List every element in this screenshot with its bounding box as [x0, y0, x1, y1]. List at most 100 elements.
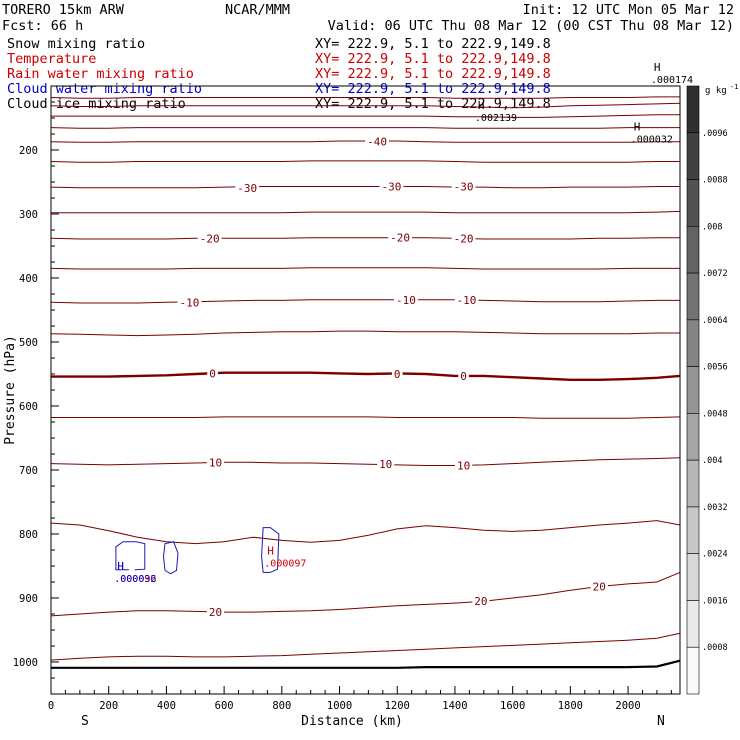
- field-xy-cloud-ice: XY= 222.9, 5.1 to 222.9,149.8: [315, 96, 551, 112]
- field-name-cloud-ice: Cloud ice mixing ratio: [7, 96, 186, 112]
- field-xy-snow: XY= 222.9, 5.1 to 222.9,149.8: [315, 36, 551, 52]
- cloud-water-contour-0: [115, 541, 146, 571]
- y-tick-label-6: 800: [19, 529, 38, 541]
- colorbar-swatch-4: [686, 272, 700, 321]
- colorbar-swatch-6: [686, 366, 700, 414]
- max-markers: H.000174H.002139H.000032H.000092H.000097…: [114, 61, 693, 585]
- contour-label-bg-13: [206, 456, 225, 469]
- contour-label-bg-0: [365, 135, 389, 148]
- max-marker-letter-2: H: [634, 120, 641, 133]
- contour-label-bg-18: [590, 580, 608, 593]
- y-tick-label-1: 300: [19, 209, 38, 221]
- x-tick-label-4: 800: [272, 700, 291, 712]
- colorbar-swatch-3: [686, 226, 700, 274]
- contour-label-bg-17: [472, 595, 490, 608]
- x-tick-label-8: 1600: [500, 700, 525, 712]
- colorbar-swatch-0: [686, 85, 700, 134]
- model-name: TORERO 15km ARW: [2, 2, 125, 18]
- x-tick-label-2: 400: [157, 700, 176, 712]
- max-marker-value-2: .000032: [631, 134, 673, 145]
- contour-label-4: -20: [200, 232, 220, 245]
- contour-label-bg-9: [454, 293, 479, 306]
- contour-label-14: 10: [379, 458, 392, 471]
- y-tick-label-8: 1000: [13, 657, 38, 669]
- colorbar-tick-label-1: .0088: [702, 176, 728, 186]
- contour-label-3: -30: [454, 180, 474, 193]
- y-tick-label-4: 600: [19, 401, 38, 413]
- x-axis-south-label: S: [81, 714, 89, 729]
- isotherm-line-16: [50, 571, 681, 617]
- colorbar-swatch-12: [686, 646, 700, 695]
- contour-label-bg-14: [377, 458, 395, 471]
- max-marker-value-1: .002139: [475, 113, 517, 124]
- contour-label-16: 20: [209, 606, 222, 619]
- max-marker-value-5: .000036: [114, 574, 156, 585]
- axes: 0 200 400 600 800 1000 1200 1400 1600 1800 2000200…: [13, 101, 672, 712]
- colorbar-swatch-1: [686, 132, 700, 180]
- field-xy-cloud-water: XY= 222.9, 5.1 to 222.9,149.8: [315, 81, 551, 97]
- contour-label-bg-12: [458, 369, 469, 382]
- contour-label-bg-1: [235, 181, 260, 194]
- isotherm-line-12: [51, 371, 681, 381]
- contour-label-bg-7: [177, 296, 202, 309]
- contour-label-18: 20: [593, 580, 606, 593]
- colorbar-swatch-9: [686, 506, 700, 554]
- max-marker-letter-3: H: [117, 560, 124, 573]
- max-marker-letter-4: H: [267, 545, 274, 558]
- colorbar-unit: g kg: [705, 86, 727, 96]
- cloud-water-contour-1: [162, 541, 179, 575]
- x-axis-title: Distance (km): [301, 714, 403, 729]
- colorbar-tick-label-5: .0056: [702, 363, 728, 373]
- plot-frame: [50, 85, 681, 695]
- y-axis-title: Pressure (hPa): [3, 335, 18, 445]
- valid-time: Valid: 06 UTC Thu 08 Mar 12 (00 CST Thu …: [328, 18, 734, 34]
- init-time: Init: 12 UTC Mon 05 Mar 12: [523, 2, 734, 18]
- forecast-hour: Fcst: 66 h: [2, 18, 83, 34]
- contour-label-13: 10: [209, 456, 222, 469]
- contour-label-2: -30: [382, 180, 402, 193]
- contour-label-10: 0: [209, 367, 216, 380]
- isotherm-line-13: [51, 416, 681, 419]
- colorbar-swatch-7: [686, 413, 700, 461]
- max-marker-value-4: .000097: [264, 559, 306, 570]
- x-tick-label-6: 1200: [385, 700, 410, 712]
- colorbar-tick-label-10: .0016: [702, 596, 728, 606]
- colorbar-swatch-5: [686, 319, 700, 367]
- contour-label-bg-3: [451, 180, 476, 193]
- x-tick-label-9: 1800: [558, 700, 583, 712]
- contour-label-5: -20: [390, 232, 410, 245]
- y-tick-label-7: 900: [19, 593, 38, 605]
- contour-label-17: 20: [474, 595, 487, 608]
- isotherm-line-0: [50, 96, 680, 99]
- isotherm-line-2: [51, 114, 680, 118]
- isotherm-line-3: [50, 127, 680, 129]
- colorbar-tick-label-4: .0064: [702, 316, 728, 326]
- contour-label-8: -10: [396, 294, 416, 307]
- max-marker-letter-0: H: [654, 61, 661, 74]
- colorbar-swatch-2: [686, 179, 700, 227]
- contour-label-bg-8: [393, 293, 418, 306]
- max-marker-letter-5: H: [117, 560, 124, 573]
- y-tick-label-2: 400: [19, 273, 38, 285]
- colorbar-swatch-11: [686, 600, 700, 648]
- colorbar-tick-label-2: .008: [702, 222, 722, 232]
- colorbar-tick-label-9: .0024: [702, 550, 728, 560]
- x-tick-label-7: 1400: [442, 700, 467, 712]
- contour-label-bg-16: [206, 606, 225, 619]
- isotherm-line-15: [50, 520, 681, 545]
- contour-label-bg-15: [455, 459, 473, 472]
- isotherm-line-1: [50, 102, 681, 109]
- isotherm-line-17: [50, 632, 681, 661]
- isotherm-line-8: [50, 237, 680, 240]
- max-marker-letter-1: H: [478, 99, 485, 112]
- isotherm-line-7: [51, 210, 681, 214]
- contour-label-bg-6: [451, 232, 476, 245]
- field-name-cloud-water: Cloud water mixing ratio: [7, 81, 202, 97]
- y-tick-label-5: 700: [19, 465, 38, 477]
- contour-label-bg-10: [207, 367, 218, 380]
- colorbar-unit-exponent: -1: [730, 83, 738, 91]
- colorbar-swatch-8: [686, 459, 700, 508]
- y-tick-label-3: 500: [19, 337, 38, 349]
